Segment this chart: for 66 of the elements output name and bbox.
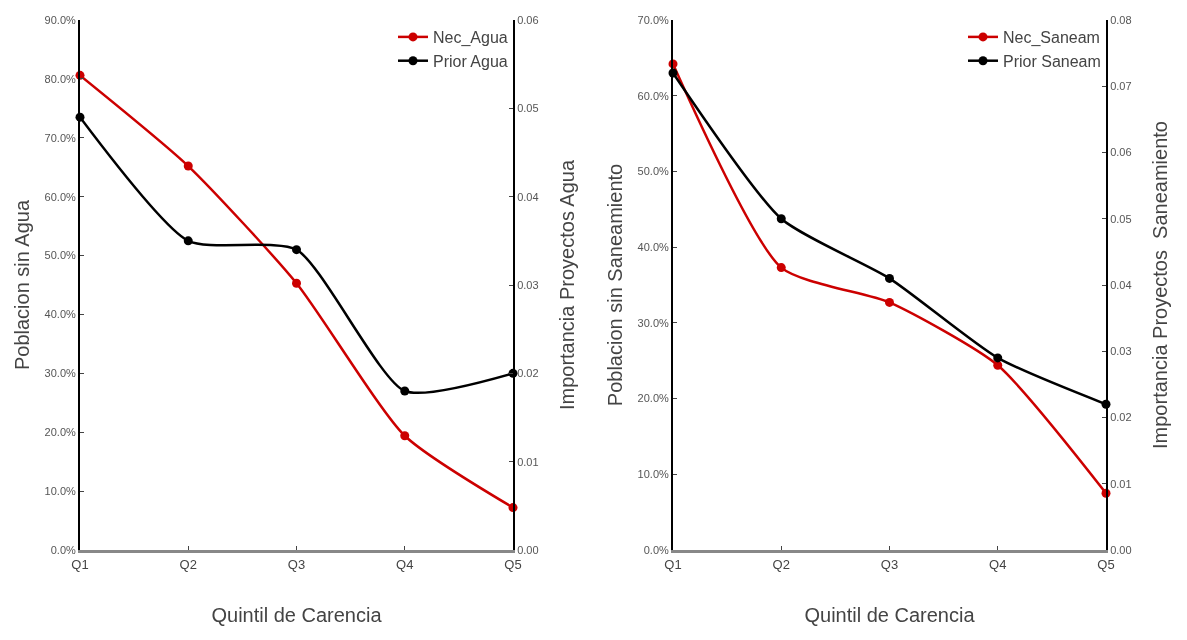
x-tick-label: Q2 [772,556,790,572]
y-tick-label: 10.0% [44,484,77,497]
y-tick-label: 0.0% [643,543,670,556]
y2-tick-label: 0.02 [1110,411,1132,424]
x-axis-title: Quintil de Carencia [804,604,976,626]
x-tick-label: Q4 [989,556,1007,572]
y-tick-label: 70.0% [637,13,670,26]
y2-tick-label: 0.05 [1110,212,1132,225]
y2-tick-label: 0.03 [517,278,539,291]
y-tick-label: 40.0% [637,240,670,253]
y2-tick-label: 0.05 [517,102,539,115]
y2-axis-title: Importancia Proyectos Saneamiento [1149,121,1171,449]
point [885,297,894,307]
y-tick-label: 50.0% [637,165,670,178]
point [776,263,786,273]
point [885,273,894,283]
y-tick-label: 30.0% [637,316,670,329]
y-tick-label: 60.0% [44,190,77,203]
x-tick-label: Q2 [179,556,197,572]
y2-tick-label: 0.07 [1110,80,1132,93]
y-tick-label: 50.0% [44,249,77,262]
y-tick-label: 20.0% [44,426,77,439]
y-axis-title: Poblacion sin Saneamiento [604,163,626,407]
x-tick-label: Q3 [880,556,899,572]
x-tick-label: Q5 [1097,556,1115,572]
legend-label: Prior Saneam [1003,52,1101,70]
point [993,360,1003,370]
y2-tick-label: 0.00 [517,543,539,556]
point [183,236,193,246]
point [400,431,410,441]
point [400,386,410,396]
y-axis-title: Poblacion sin Agua [11,199,33,371]
y2-axis-title: Importancia Proyectos Agua [556,159,578,411]
legend-label: Nec_Agua [433,29,508,48]
y-tick-label: 90.0% [44,13,77,26]
x-axis-title: Quintil de Carencia [211,604,383,626]
y-tick-label: 60.0% [637,89,670,102]
x-tick-label: Q5 [504,556,522,572]
y-tick-label: 20.0% [637,392,670,405]
y2-tick-label: 0.01 [517,455,539,468]
y-tick-label: 40.0% [44,308,77,321]
x-tick-label: Q1 [71,556,89,572]
y2-tick-label: 0.08 [1110,13,1132,26]
point [183,161,193,171]
legend-label: Prior Agua [433,52,508,70]
legend-label: Nec_Saneam [1003,29,1100,48]
y2-tick-label: 0.06 [517,13,539,26]
point [993,353,1003,363]
point [292,278,301,288]
y2-tick-label: 0.06 [1110,146,1132,159]
y2-tick-label: 0.04 [517,190,539,203]
point [776,214,786,224]
x-tick-label: Q1 [664,556,682,572]
point [292,245,301,255]
y2-tick-label: 0.04 [1110,278,1132,291]
y-tick-label: 80.0% [44,72,77,85]
x-tick-label: Q4 [396,556,414,572]
y-tick-label: 70.0% [44,131,77,144]
y2-tick-label: 0.03 [1110,345,1132,358]
y2-tick-label: 0.00 [1110,543,1132,556]
y2-tick-label: 0.02 [517,367,539,380]
y-tick-label: 30.0% [44,367,77,380]
x-tick-label: Q3 [287,556,306,572]
y-tick-label: 0.0% [50,543,77,556]
y2-tick-label: 0.01 [1110,477,1132,490]
y-tick-label: 10.0% [637,468,670,481]
